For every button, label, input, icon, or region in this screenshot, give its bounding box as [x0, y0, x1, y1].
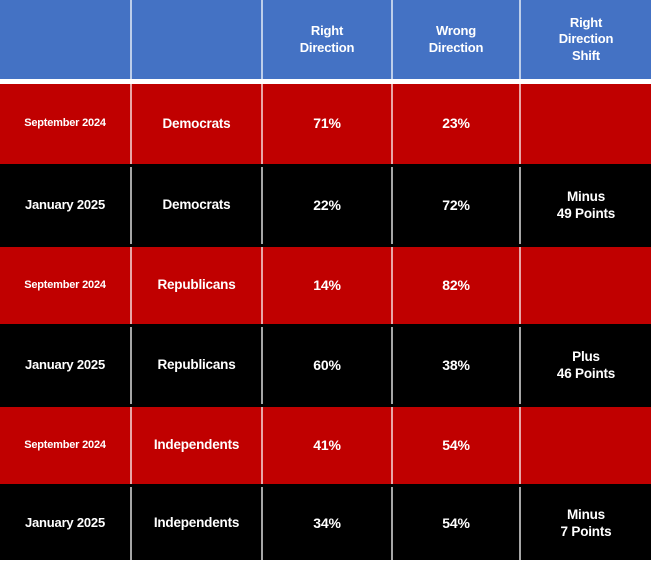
header-cell-right-direction-shift: Right Direction Shift	[519, 0, 651, 79]
cell-group: Democrats	[130, 167, 261, 244]
cell-date: September 2024	[24, 278, 106, 291]
table-row: January 2025 Republicans 60% 38% Plus 46…	[0, 324, 651, 404]
cell-wrong-direction: 82%	[391, 247, 519, 324]
cell-shift: Minus 7 Points	[519, 487, 651, 560]
cell-date: September 2024	[24, 117, 106, 130]
cell-shift	[519, 247, 651, 324]
header-cell-wrong-direction: Wrong Direction	[391, 0, 519, 79]
cell-shift	[519, 84, 651, 164]
cell-date: January 2025	[25, 357, 105, 373]
cell-shift	[519, 407, 651, 484]
cell-wrong-direction: 72%	[391, 167, 519, 244]
table-row: September 2024 Republicans 14% 82%	[0, 244, 651, 324]
cell-date: January 2025	[25, 515, 105, 531]
header-cell-right-direction: Right Direction	[261, 0, 391, 79]
cell-wrong-direction: 54%	[391, 487, 519, 560]
table-row: January 2025 Independents 34% 54% Minus …	[0, 484, 651, 560]
header-cell-date	[0, 0, 130, 79]
cell-group: Republicans	[130, 247, 261, 324]
cell-shift: Plus 46 Points	[519, 327, 651, 404]
header-cell-group	[130, 0, 261, 79]
cell-right-direction: 34%	[261, 487, 391, 560]
cell-date: September 2024	[24, 438, 106, 451]
cell-right-direction: 41%	[261, 407, 391, 484]
cell-wrong-direction: 54%	[391, 407, 519, 484]
cell-right-direction: 22%	[261, 167, 391, 244]
cell-date: January 2025	[25, 197, 105, 213]
cell-right-direction: 60%	[261, 327, 391, 404]
cell-group: Democrats	[130, 84, 261, 164]
cell-wrong-direction: 38%	[391, 327, 519, 404]
table-row: January 2025 Democrats 22% 72% Minus 49 …	[0, 164, 651, 244]
table-header-row: Right Direction Wrong Direction Right Di…	[0, 0, 651, 79]
table-row: September 2024 Independents 41% 54%	[0, 404, 651, 484]
cell-group: Independents	[130, 487, 261, 560]
cell-right-direction: 14%	[261, 247, 391, 324]
cell-shift: Minus 49 Points	[519, 167, 651, 244]
cell-right-direction: 71%	[261, 84, 391, 164]
cell-wrong-direction: 23%	[391, 84, 519, 164]
table-row: September 2024 Democrats 71% 23%	[0, 84, 651, 164]
cell-group: Republicans	[130, 327, 261, 404]
cell-group: Independents	[130, 407, 261, 484]
